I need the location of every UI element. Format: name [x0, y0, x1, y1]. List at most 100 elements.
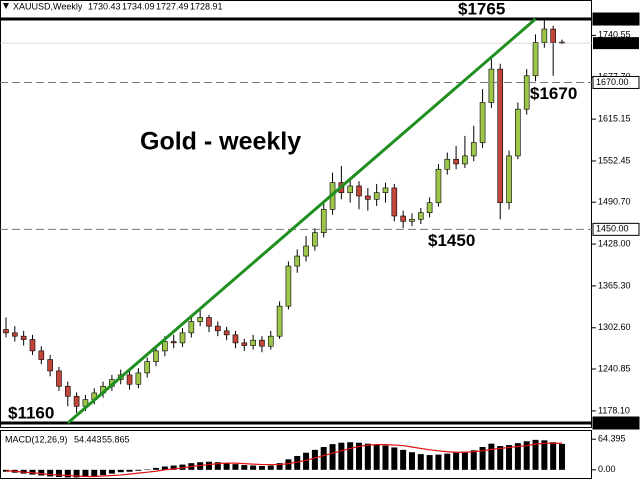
- macd-bar: [64, 469, 71, 478]
- macd-bar: [523, 441, 530, 470]
- candle-body: [294, 255, 301, 267]
- candle-body: [532, 42, 539, 77]
- macd-bar: [497, 446, 504, 470]
- candle-body: [170, 341, 177, 344]
- candle-body: [259, 339, 265, 347]
- macd-bar: [444, 453, 451, 470]
- macd-bar: [559, 443, 565, 470]
- candle-body: [523, 75, 530, 110]
- macd-bar: [391, 447, 398, 470]
- candle-body: [488, 68, 495, 103]
- macd-bar: [435, 454, 442, 470]
- macd-bar: [382, 445, 389, 470]
- macd-bar: [400, 449, 407, 470]
- macd-bar: [223, 463, 230, 470]
- y-tick-label: 1365.30: [598, 280, 631, 290]
- candle-body: [179, 332, 186, 344]
- candle-body: [206, 317, 212, 327]
- macd-bar: [153, 467, 160, 470]
- macd-bar: [303, 452, 310, 470]
- macd-bar: [532, 439, 539, 470]
- level-label: 1765.00: [596, 13, 629, 23]
- candle-body: [241, 342, 248, 346]
- macd-bar: [276, 463, 283, 470]
- candle-body: [435, 168, 442, 203]
- candle-body: [479, 102, 486, 143]
- level-label: 1670.00: [596, 77, 629, 87]
- current-price-box: [593, 37, 639, 50]
- candle-body: [365, 195, 371, 200]
- macd-panel: [0, 430, 592, 479]
- macd-bar: [426, 455, 433, 470]
- macd-tick-label: 64.395: [598, 434, 626, 444]
- candle-body: [426, 202, 433, 213]
- candle-body: [223, 330, 230, 336]
- macd-bar: [479, 446, 486, 470]
- y-tick-label: 1740.55: [598, 30, 631, 40]
- level-annotation: $1670: [530, 84, 577, 103]
- candle-body: [453, 158, 459, 165]
- macd-bar: [82, 469, 89, 477]
- macd-bar: [417, 454, 424, 470]
- candle-body: [303, 245, 309, 257]
- level-box: [592, 75, 640, 89]
- y-tick-label: 1240.85: [598, 363, 631, 373]
- candle-body: [541, 28, 548, 43]
- macd-bar: [170, 465, 177, 470]
- candle-body: [197, 317, 203, 322]
- level-box: [592, 222, 640, 236]
- y-tick-label: 1428.00: [598, 238, 631, 248]
- candle-body: [126, 374, 133, 385]
- macd-bar: [294, 456, 301, 470]
- macd-bar: [338, 442, 345, 470]
- candle-body: [188, 321, 195, 334]
- macd-value: 54.443: [74, 434, 102, 444]
- level-annotation: $1160: [8, 403, 54, 422]
- candle-body: [320, 209, 327, 233]
- macd-bar: [541, 440, 548, 470]
- trend-line: [66, 17, 537, 425]
- macd-bar: [285, 459, 292, 470]
- macd-bar: [38, 469, 45, 476]
- macd-bar: [250, 465, 257, 470]
- macd-bar: [135, 469, 142, 471]
- candle-body: [267, 335, 274, 347]
- candle-body: [153, 350, 159, 362]
- macd-signal: [5, 442, 563, 478]
- macd-bar: [73, 469, 80, 478]
- candle-body: [356, 185, 362, 197]
- macd-bar: [408, 452, 415, 470]
- macd-bar: [488, 443, 495, 470]
- macd-name: MACD(12,26,9): [5, 434, 68, 444]
- candle-body: [285, 265, 292, 307]
- level-label: 1450.00: [596, 224, 629, 234]
- candle-body: [56, 370, 62, 387]
- level-box: [592, 416, 640, 430]
- candle-body: [444, 158, 451, 170]
- y-tick-label: 1615.15: [598, 113, 631, 123]
- macd-bar: [241, 465, 248, 470]
- candle-body: [64, 385, 71, 397]
- macd-bar: [267, 465, 274, 470]
- price-panel: [0, 0, 592, 428]
- macd-bar: [364, 443, 371, 470]
- macd-bar: [117, 469, 124, 473]
- macd-bar: [506, 445, 513, 470]
- macd-bar: [514, 443, 521, 470]
- macd-bar: [91, 469, 98, 477]
- macd-bar: [214, 462, 221, 470]
- macd-bar: [470, 450, 477, 470]
- macd-bar: [258, 466, 265, 470]
- chart-title: Gold - weekly: [140, 128, 301, 156]
- candle-body: [20, 335, 27, 340]
- candle-body: [506, 155, 512, 203]
- candle-body: [29, 339, 36, 352]
- candle-body: [400, 215, 406, 222]
- macd-bar: [126, 469, 133, 472]
- macd-bar: [55, 469, 62, 477]
- candle-body: [3, 329, 9, 334]
- y-tick-label: 1552.45: [598, 155, 631, 165]
- candle-body: [312, 232, 318, 247]
- macd-bar: [100, 469, 107, 476]
- macd-signal-value: 55.865: [102, 434, 130, 444]
